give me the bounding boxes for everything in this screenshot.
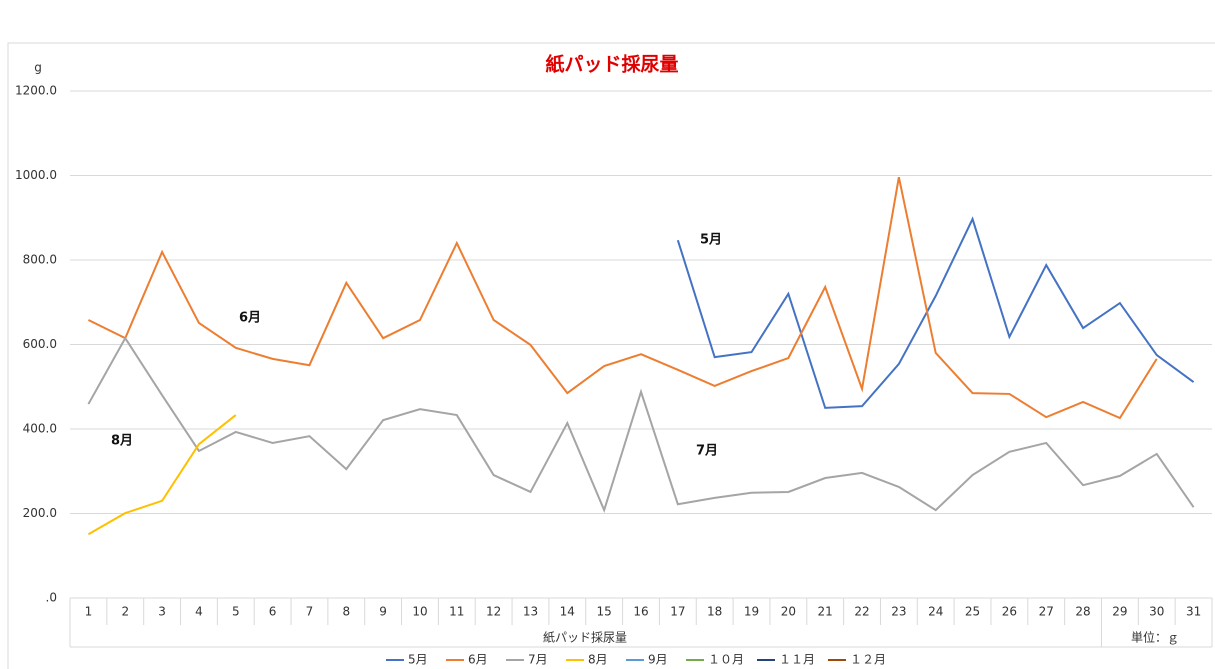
x-tick-label: 13 (523, 605, 538, 619)
x-tick-label: 25 (965, 605, 980, 619)
legend-label: 8月 (588, 653, 608, 667)
legend-label: １０月 (708, 653, 744, 667)
x-tick-label: 23 (891, 605, 906, 619)
x-tick-label: 22 (854, 605, 869, 619)
y-tick-label: .0 (46, 591, 57, 605)
annotation: 8月 (111, 434, 133, 449)
y-tick-label: 200.0 (23, 506, 57, 520)
y-tick-label: 800.0 (23, 253, 57, 267)
x-axis-title: 紙パッド採尿量 (543, 630, 627, 645)
x-tick-label: 30 (1149, 605, 1164, 619)
x-tick-label: 2 (121, 605, 129, 619)
x-tick-label: 10 (412, 605, 427, 619)
y-tick-label: 1200.0 (15, 84, 57, 98)
x-tick-label: 7 (306, 605, 314, 619)
annotation: 5月 (700, 233, 722, 248)
legend-label: 7月 (528, 653, 548, 667)
legend-label: 5月 (408, 653, 428, 667)
x-tick-label: 6 (269, 605, 277, 619)
legend-label: １１月 (779, 653, 815, 667)
x-tick-label: 31 (1186, 605, 1201, 619)
x-tick-label: 14 (560, 605, 575, 619)
x-tick-label: 21 (818, 605, 833, 619)
line-series (87, 414, 237, 536)
legend-label: 9月 (648, 653, 668, 667)
x-tick-label: 20 (781, 605, 796, 619)
legend-label: １２月 (850, 653, 886, 667)
y-unit: g (34, 61, 42, 75)
annotation: 7月 (696, 444, 718, 459)
line-series (87, 176, 1158, 420)
x-tick-label: 28 (1075, 605, 1090, 619)
line-series (676, 216, 1195, 409)
x-tick-label: 19 (744, 605, 759, 619)
y-tick-label: 600.0 (23, 337, 57, 351)
x-tick-label: 12 (486, 605, 501, 619)
x-tick-label: 3 (158, 605, 166, 619)
x-tick-label: 15 (597, 605, 612, 619)
x-tick-label: 9 (379, 605, 387, 619)
x-tick-label: 27 (1039, 605, 1054, 619)
x-tick-label: 4 (195, 605, 203, 619)
y-tick-label: 400.0 (23, 422, 57, 436)
x-tick-label: 24 (928, 605, 943, 619)
x-tick-label: 11 (449, 605, 464, 619)
x-tick-label: 16 (633, 605, 648, 619)
x-tick-label: 29 (1112, 605, 1127, 619)
y-tick-label: 1000.0 (15, 168, 57, 182)
chart-title: 紙パッド採尿量 (545, 53, 678, 76)
x-tick-label: 17 (670, 605, 685, 619)
x-tick-label: 1 (85, 605, 93, 619)
legend-label: 6月 (468, 653, 488, 667)
annotation: 6月 (239, 311, 261, 326)
unit-note: 単位：ｇ (1131, 630, 1179, 645)
x-tick-label: 26 (1002, 605, 1017, 619)
x-tick-label: 8 (342, 605, 350, 619)
x-tick-label: 5 (232, 605, 240, 619)
x-tick-label: 18 (707, 605, 722, 619)
line-series (87, 336, 1195, 514)
chart-area (7, 42, 1215, 669)
